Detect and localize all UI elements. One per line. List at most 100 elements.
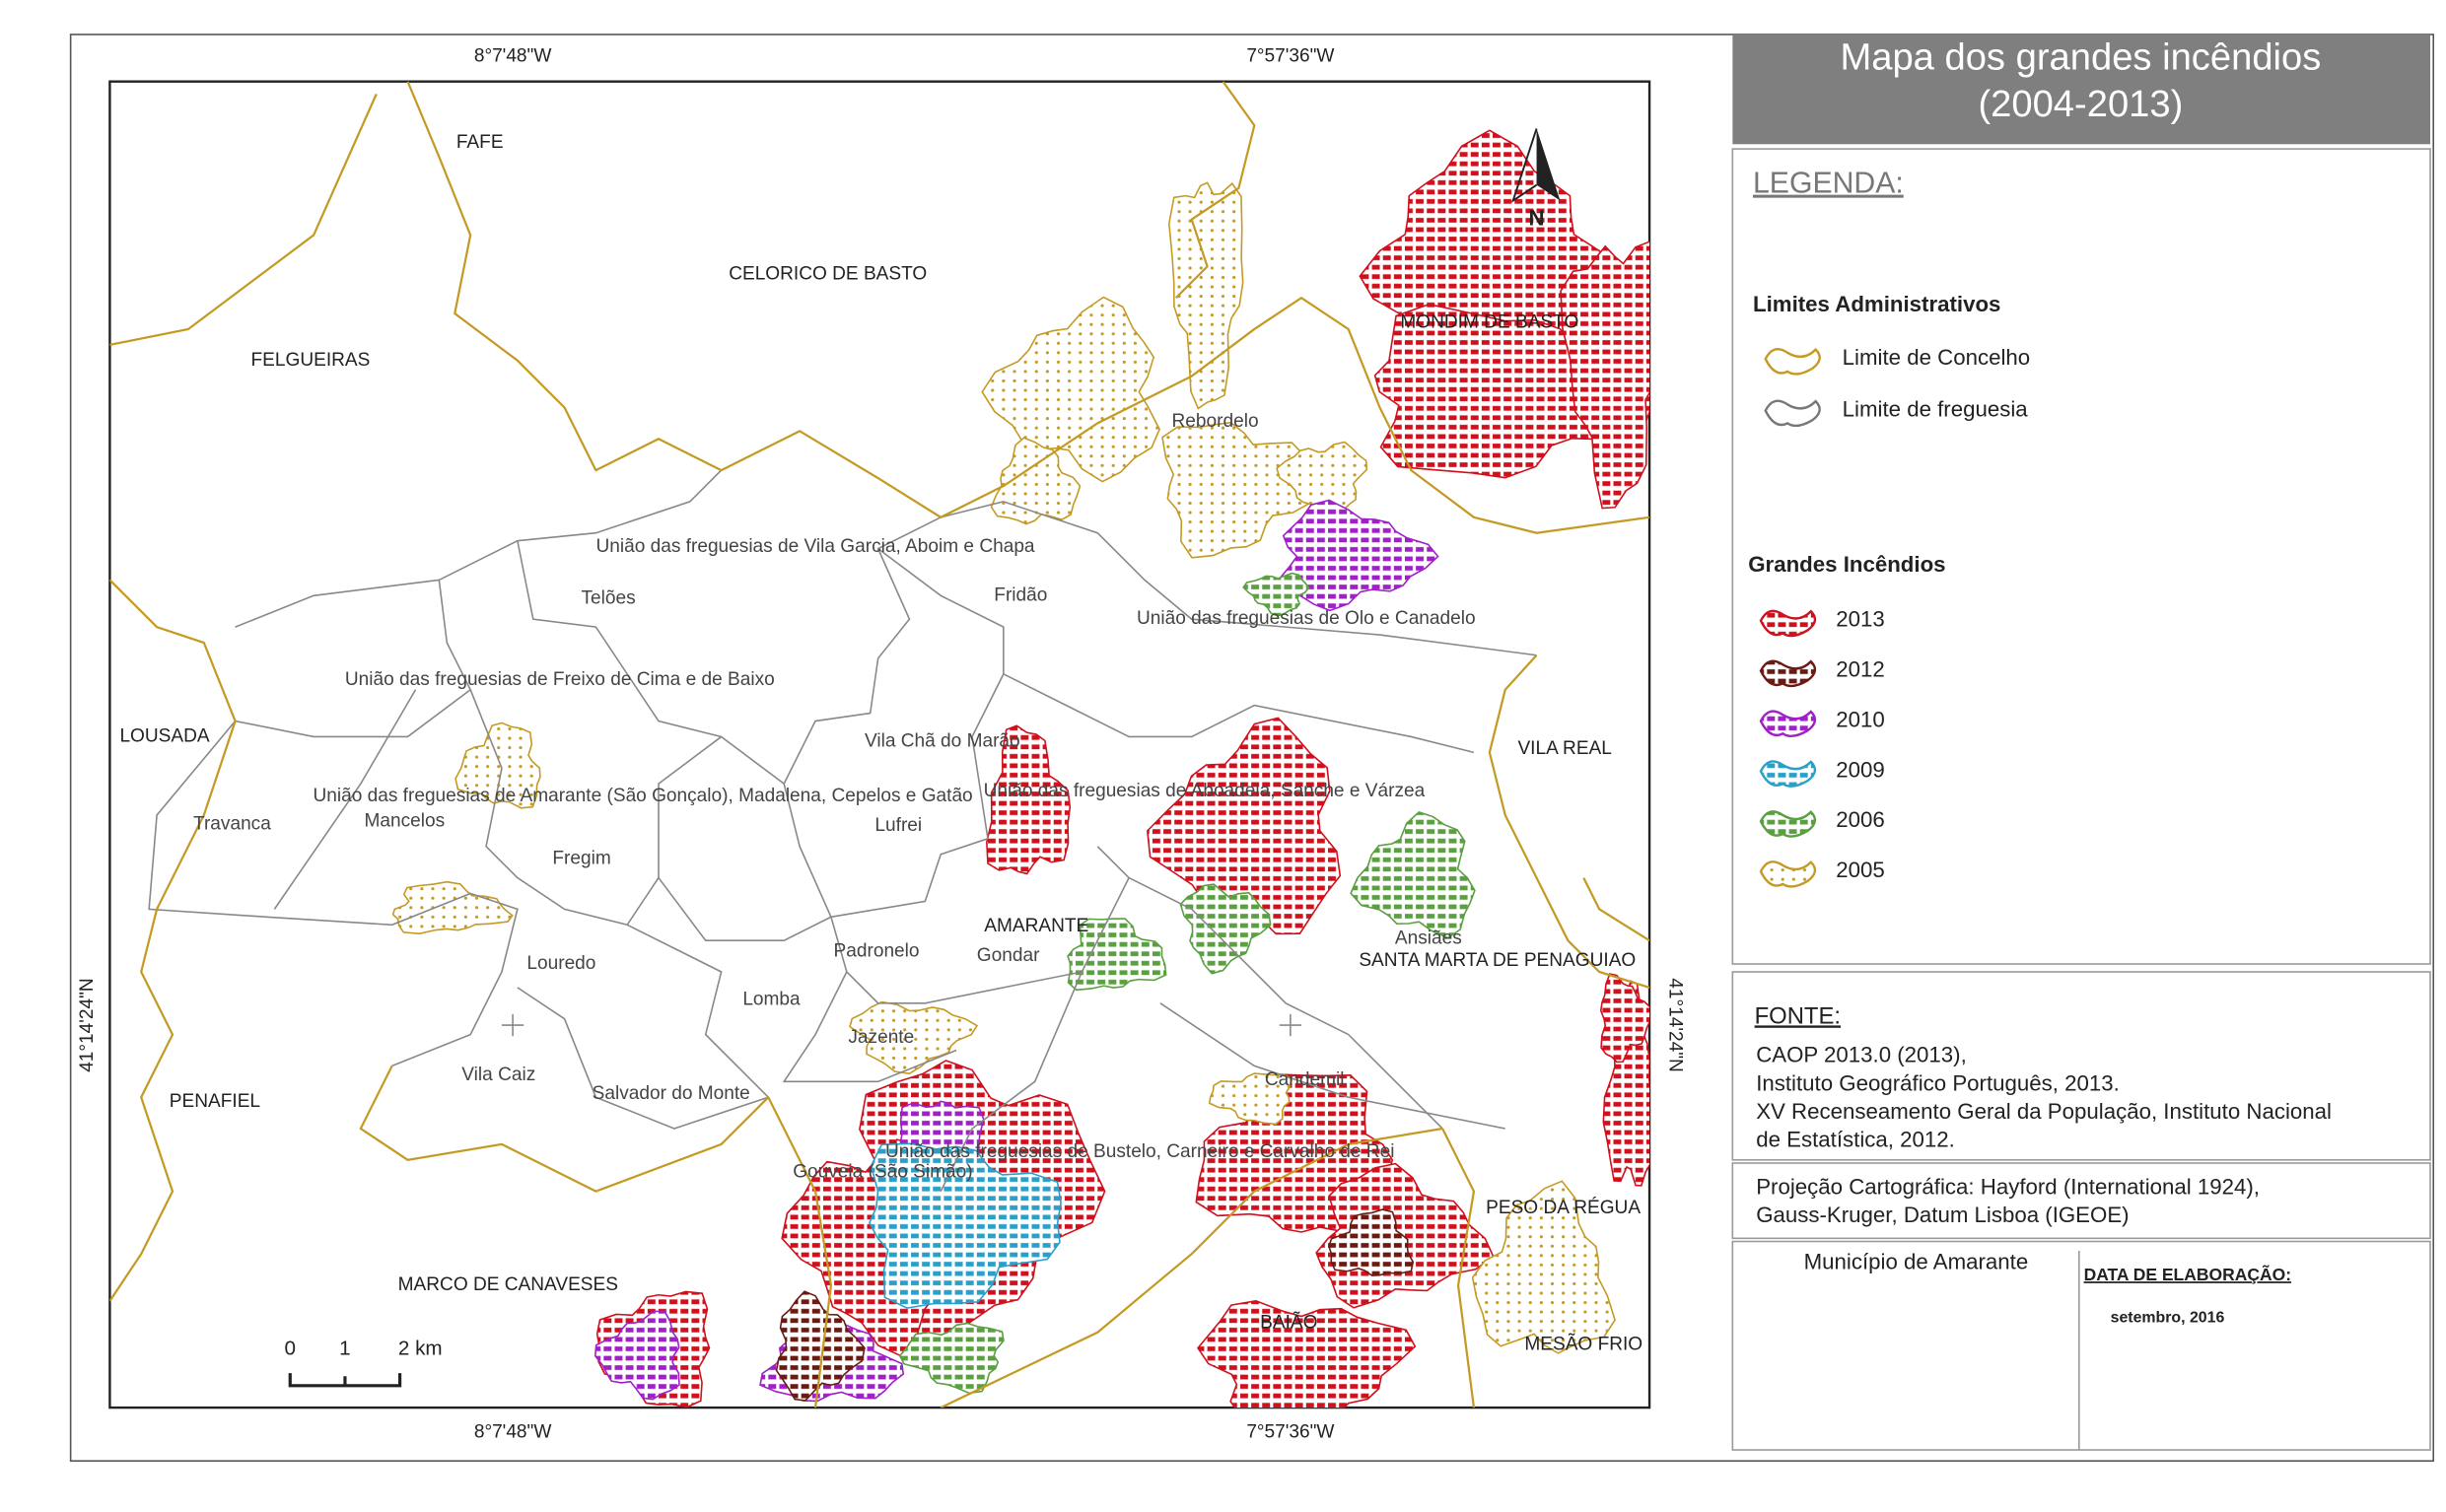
north-label: N — [1529, 206, 1545, 231]
date: setembro, 2016 — [2111, 1310, 2225, 1327]
legend-items: Limite de Concelho Limite de freguesia 201… — [1759, 345, 2030, 888]
fire-area — [1197, 1299, 1417, 1409]
fire-area — [775, 1290, 866, 1402]
scale-label: 1 — [339, 1338, 351, 1360]
legend-swatch — [1759, 659, 1817, 688]
place-label: MESÃO FRIO — [1524, 1334, 1642, 1355]
coord-label: 7°57'36"W — [1246, 1422, 1334, 1443]
legend-swatch — [1759, 859, 1817, 888]
fire-area — [1315, 1162, 1495, 1309]
fire-area — [1179, 883, 1272, 975]
fire-area — [1328, 1208, 1415, 1276]
legend-box — [1731, 148, 2431, 965]
place-label: Ansiães — [1395, 928, 1462, 949]
legend-section: Grandes Incêndios — [1748, 552, 1945, 577]
scale-label: 2 km — [398, 1338, 443, 1360]
fire-area — [454, 722, 541, 809]
source-line: Instituto Geográfico Português, 2013. — [1756, 1070, 2120, 1095]
legend-swatch — [1764, 347, 1821, 376]
legend-label: 2006 — [1836, 807, 1885, 832]
fire-area — [1161, 421, 1312, 559]
legend-label: Limite de freguesia — [1843, 397, 2029, 422]
place-label: Salvador do Monte — [593, 1083, 750, 1104]
graticule-labels: 8°7'48"W 7°57'36"W 8°7'48"W 7°57'36"W 41… — [77, 45, 1685, 1442]
scale-bar: 0 1 2 km — [285, 1338, 443, 1388]
place-label: Jazente — [848, 1027, 914, 1048]
place-label: União das freguesias de Olo e Canadelo — [1137, 608, 1476, 629]
scale-label: 0 — [285, 1338, 297, 1360]
place-label: AMARANTE — [984, 916, 1088, 936]
graticule-crosses — [501, 1013, 1302, 1037]
fire-area — [1599, 973, 1650, 1064]
municipality: Município de Amarante — [1804, 1250, 2029, 1274]
projection-line: Projeção Cartográfica: Hayford (Internat… — [1756, 1174, 2260, 1199]
place-label: Candemil — [1265, 1069, 1345, 1090]
fire-area — [391, 880, 514, 934]
fire-area — [986, 724, 1072, 875]
source-line: de Estatística, 2012. — [1756, 1128, 1955, 1152]
place-label: União das freguesias de Amarante (São Go… — [313, 786, 972, 806]
place-label: FELGUEIRAS — [251, 350, 371, 371]
source-line: CAOP 2013.0 (2013), — [1756, 1043, 1967, 1067]
place-label: Louredo — [526, 953, 595, 974]
place-label: Vila Caiz — [461, 1065, 535, 1085]
fire-area — [869, 1142, 1062, 1309]
place-label: Fridão — [994, 584, 1047, 605]
place-label: MONDIM DE BASTO — [1400, 312, 1578, 333]
info-box — [1731, 1240, 2431, 1451]
legend-swatch — [1759, 810, 1817, 838]
place-label: CELORICO DE BASTO — [729, 263, 927, 284]
fire-area — [1147, 717, 1342, 935]
place-label: União das freguesias de Bustelo, Carneir… — [885, 1141, 1394, 1162]
place-label: SANTA MARTA DE PENAGUIAO — [1359, 950, 1636, 971]
legend-swatch — [1764, 399, 1821, 428]
place-label: Mancelos — [365, 810, 446, 831]
place-label: Fregim — [552, 849, 610, 869]
fire-area — [1560, 241, 1650, 510]
place-label: Travanca — [193, 814, 271, 835]
place-label: União das freguesias de Freixo de Cima e… — [345, 669, 775, 690]
coord-label: 41°14'24"N — [1664, 978, 1685, 1071]
legend-label: Limite de Concelho — [1843, 345, 2030, 370]
source-line: XV Recenseamento Geral da População, Ins… — [1756, 1099, 2332, 1124]
title-box — [1732, 34, 2431, 145]
municipality-boundaries — [109, 81, 1650, 1409]
title: Mapa dos grandes incêndios — [1840, 36, 2321, 79]
fire-area — [1208, 1072, 1293, 1126]
fire-areas — [391, 129, 1650, 1409]
date-heading: DATA DE ELABORAÇÃO: — [2084, 1264, 2291, 1284]
coord-label: 8°7'48"W — [474, 1422, 552, 1443]
place-label: PENAFIEL — [170, 1091, 260, 1112]
place-label: Lomba — [742, 990, 801, 1010]
place-label: Lufrei — [874, 815, 922, 836]
parish-boundaries — [148, 430, 1537, 1192]
fire-area — [1471, 1180, 1616, 1354]
projection-box — [1731, 1162, 2431, 1240]
title: (2004-2013) — [1978, 83, 2183, 125]
place-label: LOUSADA — [119, 725, 209, 746]
place-label: MARCO DE CANAVESES — [398, 1274, 618, 1295]
legend-swatch — [1759, 760, 1817, 788]
place-label: BAIÃO — [1260, 1311, 1317, 1333]
map-content: FAFE CELORICO DE BASTO FELGUEIRAS MONDIM… — [109, 81, 1650, 1409]
fire-area — [594, 1310, 680, 1401]
legend-section: Limites Administrativos — [1753, 292, 2000, 316]
coord-label: 41°14'24"N — [77, 978, 98, 1071]
fire-area — [1350, 811, 1476, 939]
place-label: Vila Chã do Marão — [865, 730, 1020, 751]
place-label: FAFE — [456, 132, 504, 153]
legend-heading: LEGENDA: — [1753, 168, 1904, 200]
legend-swatch — [1759, 710, 1817, 737]
fire-area — [1278, 499, 1439, 612]
legend-swatch — [1759, 609, 1817, 638]
place-label: União das freguesias de Vila Garcia, Abo… — [595, 536, 1034, 557]
source-box — [1731, 971, 2431, 1161]
legend-label: 2005 — [1836, 858, 1885, 882]
place-label: Telões — [582, 588, 636, 609]
place-label: Padronelo — [834, 940, 920, 961]
place-labels: FAFE CELORICO DE BASTO FELGUEIRAS MONDIM… — [119, 132, 1642, 1355]
place-label: PESO DA RÉGUA — [1486, 1198, 1641, 1218]
fire-area — [849, 1000, 979, 1075]
place-label: Rebordelo — [1172, 411, 1259, 432]
